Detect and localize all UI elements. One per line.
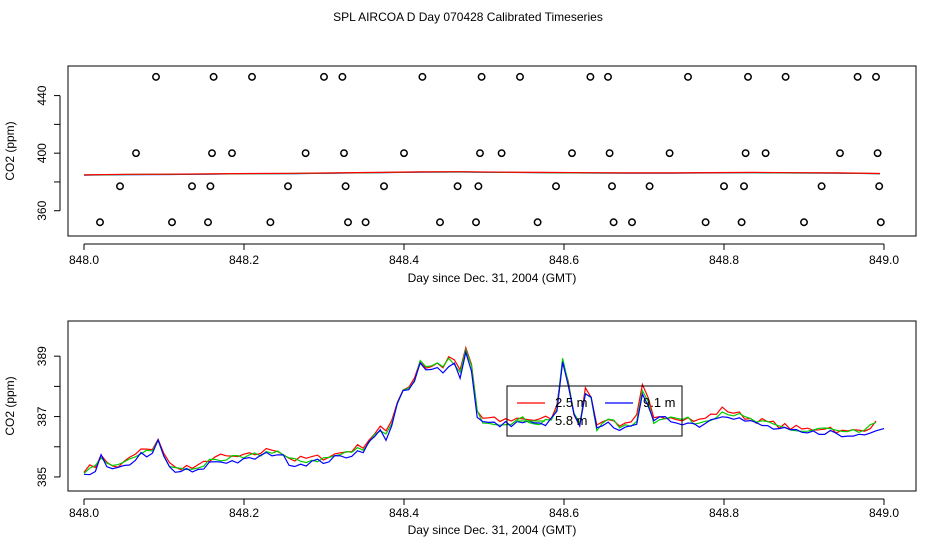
scatter-point: [817, 182, 826, 191]
scatter-point: [876, 218, 885, 227]
scatter-point: [96, 218, 104, 227]
scatter-point: [586, 72, 595, 81]
scatter-point: [116, 182, 124, 191]
scatter-point: [605, 149, 614, 158]
series-line-91m: [83, 349, 885, 476]
scatter-point: [568, 149, 576, 158]
x-tick-label: 848.4: [389, 506, 419, 520]
scatter-point: [701, 218, 710, 227]
series-line-25m: [83, 345, 877, 473]
scatter-point: [206, 182, 215, 191]
scatter-point: [516, 72, 524, 81]
scatter-point: [761, 149, 770, 158]
scatter-point: [132, 149, 140, 158]
scatter-point: [552, 182, 560, 191]
bottom-panel-timeseries: 848.0 848.2 848.4 848.6 848.8 849.0 Day since …: [3, 320, 917, 537]
scatter-point: [744, 72, 752, 81]
plot-frame: [67, 65, 917, 237]
x-tick-label: 848.2: [229, 253, 259, 267]
legend: 2.5 m 5.8 m 9.1 m: [506, 385, 683, 437]
y-tick-label: 440: [35, 85, 49, 105]
x-tick-label: 848.8: [709, 253, 739, 267]
y-tick-label: 360: [35, 200, 49, 220]
y-tick-label: 385: [35, 467, 49, 487]
x-axis-label: Day since Dec. 31, 2004 (GMT): [408, 523, 577, 537]
y-axis-label: CO2 (ppm): [3, 376, 17, 435]
legend-label: 5.8 m: [555, 413, 588, 428]
x-tick-label: 848.6: [549, 253, 579, 267]
scatter-point: [740, 182, 748, 191]
scatter-point: [533, 218, 542, 227]
scatter-point: [208, 149, 216, 158]
scatter-point: [361, 218, 370, 227]
scatter-point: [266, 218, 275, 227]
scatter-point: [872, 72, 880, 81]
x-tick-label: 849.0: [869, 506, 899, 520]
x-tick-label: 848.8: [709, 506, 739, 520]
scatter-point: [875, 182, 884, 191]
chart-title: SPL AIRCOA D Day 070428 Calibrated Times…: [333, 10, 603, 24]
scatter-point: [497, 149, 506, 158]
y-tick-label: 387: [35, 406, 49, 426]
scatter-point: [341, 182, 350, 191]
scatter-point: [741, 149, 750, 158]
scatter-point: [781, 72, 790, 81]
scatter-point: [474, 182, 483, 191]
scatter-point: [665, 149, 674, 158]
legend-box: [506, 385, 683, 437]
scatter-point: [628, 218, 636, 227]
scatter-point: [873, 149, 882, 158]
scatter-point: [418, 72, 427, 81]
x-tick-label: 848.0: [69, 253, 99, 267]
scatter-point: [340, 149, 348, 158]
scatter-point: [248, 72, 256, 81]
scatter-point: [301, 149, 310, 158]
scatter-point: [476, 149, 484, 158]
top-panel-scatter: 848.0 848.2 848.4 848.6 848.8 849.0 Day since …: [3, 65, 917, 285]
x-tick-label: 848.6: [549, 506, 579, 520]
scatter-point: [344, 218, 352, 227]
scatter-point: [400, 149, 408, 158]
y-axis-label: CO2 (ppm): [3, 121, 17, 180]
scatter-point: [338, 72, 347, 81]
scatter-point: [853, 72, 862, 81]
scatter-point: [320, 72, 328, 81]
series-line-58m: [83, 347, 877, 474]
scatter-point: [604, 72, 612, 81]
x-tick-label: 848.2: [229, 506, 259, 520]
scatter-point: [453, 182, 462, 191]
scatter-point: [645, 182, 654, 191]
x-tick-label: 848.4: [389, 253, 419, 267]
scatter-point: [436, 218, 444, 227]
x-axis-label: Day since Dec. 31, 2004 (GMT): [408, 271, 577, 285]
scatter-point: [152, 72, 160, 81]
scatter-point: [380, 182, 388, 191]
scatter-point: [608, 182, 616, 191]
scatter-point: [609, 218, 618, 227]
plot-frame: [67, 320, 917, 492]
scatter-point: [209, 72, 218, 81]
legend-label: 9.1 m: [643, 395, 676, 410]
scatter-point: [168, 218, 176, 227]
scatter-point: [720, 182, 728, 191]
y-tick-label: 400: [35, 143, 49, 163]
y-tick-label: 389: [35, 346, 49, 366]
scatter-point: [737, 218, 746, 227]
series-line-25m: [83, 171, 881, 176]
scatter-point: [800, 218, 808, 227]
scatter-point: [188, 182, 196, 191]
x-tick-label: 849.0: [869, 253, 899, 267]
scatter-point: [836, 149, 844, 158]
scatter-point: [204, 218, 212, 227]
scatter-point: [472, 218, 480, 227]
x-tick-label: 848.0: [69, 506, 99, 520]
scatter-point: [684, 72, 692, 81]
scatter-point: [477, 72, 486, 81]
legend-label: 2.5 m: [555, 395, 588, 410]
scatter-point: [228, 149, 236, 158]
scatter-point: [284, 182, 292, 191]
